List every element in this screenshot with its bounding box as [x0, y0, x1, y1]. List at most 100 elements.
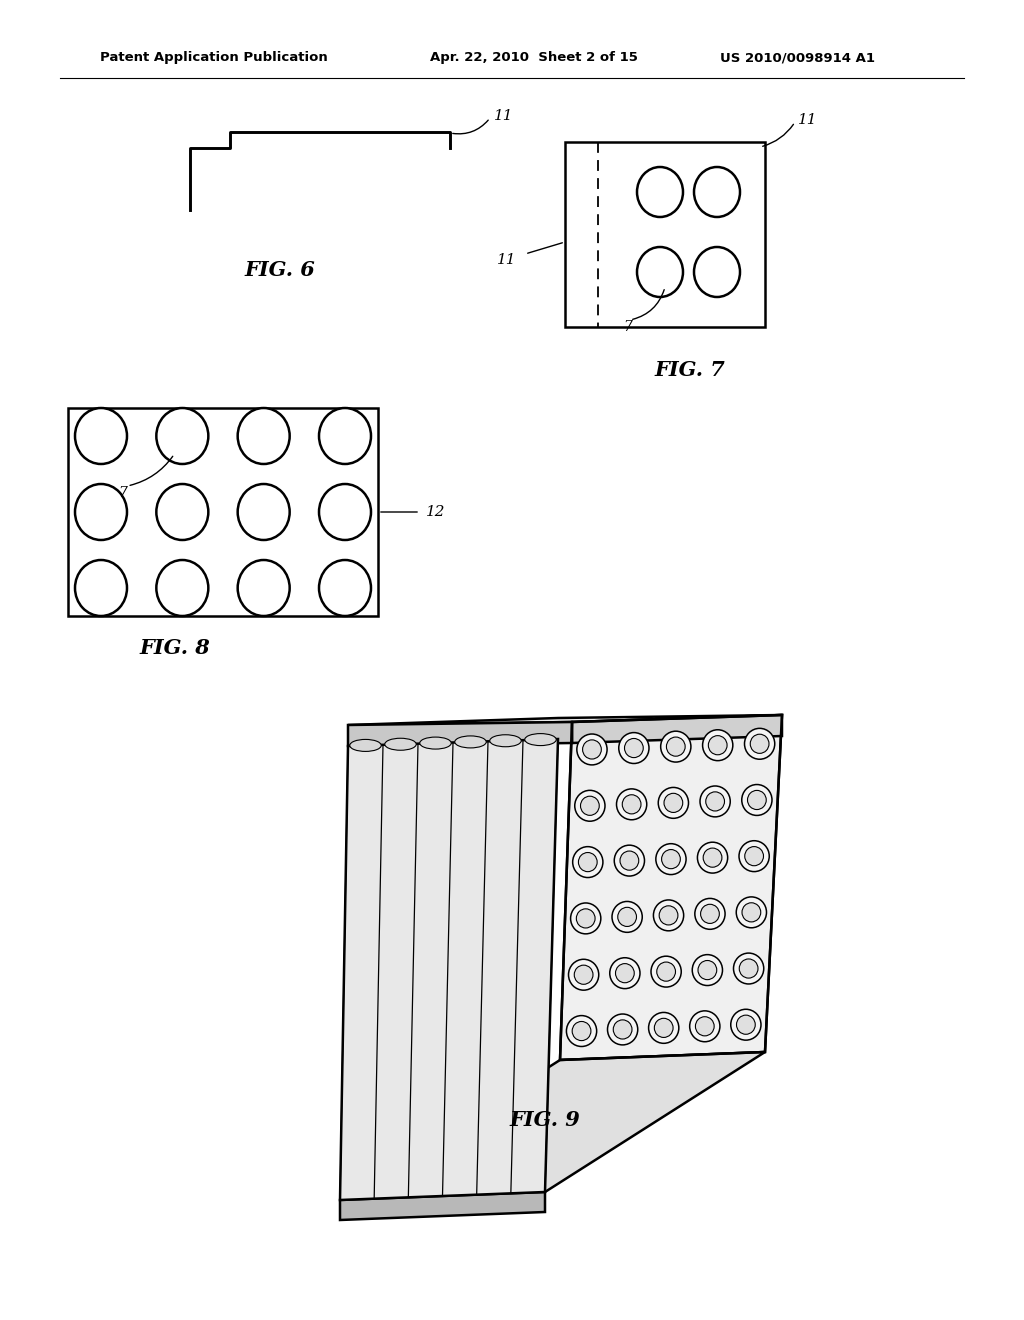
Bar: [565, 143, 765, 327]
Ellipse shape: [653, 900, 684, 931]
Ellipse shape: [695, 899, 725, 929]
Ellipse shape: [736, 1015, 756, 1035]
Polygon shape: [348, 722, 572, 746]
Ellipse shape: [623, 795, 641, 814]
Ellipse shape: [616, 789, 647, 820]
Ellipse shape: [609, 958, 640, 989]
Text: US 2010/0098914 A1: US 2010/0098914 A1: [720, 51, 874, 65]
Ellipse shape: [572, 846, 603, 878]
Ellipse shape: [658, 788, 688, 818]
Text: FIG. 7: FIG. 7: [654, 360, 725, 380]
Ellipse shape: [694, 168, 740, 216]
Ellipse shape: [709, 735, 727, 755]
Polygon shape: [572, 715, 782, 743]
Ellipse shape: [579, 853, 597, 871]
Ellipse shape: [702, 730, 733, 760]
Ellipse shape: [577, 909, 595, 928]
Polygon shape: [348, 715, 782, 725]
Ellipse shape: [731, 1010, 761, 1040]
Ellipse shape: [238, 408, 290, 465]
Ellipse shape: [238, 560, 290, 616]
Ellipse shape: [654, 1018, 673, 1038]
Text: FIG. 6: FIG. 6: [245, 260, 315, 280]
Text: Apr. 22, 2010  Sheet 2 of 15: Apr. 22, 2010 Sheet 2 of 15: [430, 51, 638, 65]
Ellipse shape: [690, 1011, 720, 1041]
Ellipse shape: [698, 961, 717, 979]
Ellipse shape: [751, 734, 769, 754]
Ellipse shape: [700, 904, 719, 924]
Ellipse shape: [612, 902, 642, 932]
Ellipse shape: [581, 796, 599, 816]
Ellipse shape: [744, 729, 775, 759]
Ellipse shape: [75, 408, 127, 465]
Ellipse shape: [75, 484, 127, 540]
Ellipse shape: [664, 793, 683, 812]
Ellipse shape: [692, 954, 723, 986]
Ellipse shape: [739, 958, 758, 978]
Polygon shape: [340, 739, 558, 1200]
Ellipse shape: [607, 1014, 638, 1045]
Ellipse shape: [655, 843, 686, 875]
Ellipse shape: [618, 733, 649, 763]
Ellipse shape: [660, 731, 691, 762]
Ellipse shape: [733, 953, 764, 983]
Ellipse shape: [736, 896, 767, 928]
Ellipse shape: [697, 842, 728, 873]
Ellipse shape: [739, 841, 769, 871]
Ellipse shape: [583, 741, 601, 759]
Text: 11: 11: [498, 253, 517, 267]
Bar: [68, 408, 378, 616]
Ellipse shape: [75, 560, 127, 616]
Ellipse shape: [157, 560, 208, 616]
Ellipse shape: [741, 784, 772, 816]
Ellipse shape: [157, 484, 208, 540]
Ellipse shape: [319, 560, 371, 616]
Ellipse shape: [694, 247, 740, 297]
Ellipse shape: [706, 792, 725, 810]
Text: 7: 7: [118, 486, 127, 500]
Ellipse shape: [637, 168, 683, 216]
Ellipse shape: [620, 851, 639, 870]
Ellipse shape: [489, 735, 521, 747]
Ellipse shape: [157, 408, 208, 465]
Ellipse shape: [659, 906, 678, 925]
Text: FIG. 9: FIG. 9: [510, 1110, 581, 1130]
Ellipse shape: [613, 1020, 632, 1039]
Ellipse shape: [667, 737, 685, 756]
Ellipse shape: [637, 247, 683, 297]
Ellipse shape: [568, 960, 599, 990]
Ellipse shape: [570, 903, 601, 933]
Ellipse shape: [524, 734, 556, 746]
Ellipse shape: [744, 846, 764, 866]
Ellipse shape: [238, 484, 290, 540]
Ellipse shape: [385, 738, 416, 750]
Ellipse shape: [648, 1012, 679, 1043]
Ellipse shape: [615, 964, 634, 983]
Text: Patent Application Publication: Patent Application Publication: [100, 51, 328, 65]
Ellipse shape: [748, 791, 766, 809]
Ellipse shape: [572, 1022, 591, 1040]
Ellipse shape: [574, 791, 605, 821]
Ellipse shape: [617, 907, 637, 927]
Ellipse shape: [614, 845, 644, 876]
Polygon shape: [560, 715, 782, 1060]
Ellipse shape: [574, 965, 593, 985]
Text: 11: 11: [798, 114, 817, 127]
Ellipse shape: [577, 734, 607, 764]
Text: 12: 12: [426, 506, 445, 519]
Polygon shape: [340, 1052, 765, 1200]
Text: FIG. 8: FIG. 8: [139, 638, 210, 657]
Ellipse shape: [319, 408, 371, 465]
Ellipse shape: [703, 847, 722, 867]
Ellipse shape: [319, 484, 371, 540]
Ellipse shape: [420, 737, 452, 748]
Polygon shape: [340, 1192, 545, 1220]
Ellipse shape: [742, 903, 761, 921]
Ellipse shape: [695, 1016, 714, 1036]
Ellipse shape: [656, 962, 676, 981]
Ellipse shape: [566, 1015, 597, 1047]
Ellipse shape: [455, 737, 486, 748]
Ellipse shape: [625, 738, 643, 758]
Ellipse shape: [651, 956, 681, 987]
Text: 11: 11: [494, 110, 513, 123]
